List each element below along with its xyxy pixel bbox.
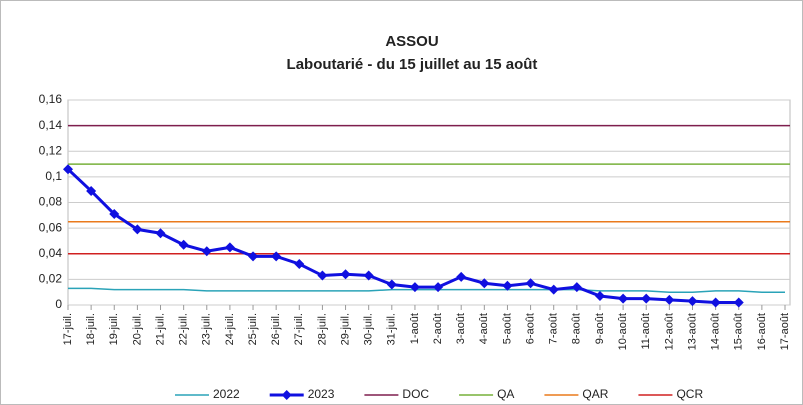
- legend-marker: [281, 390, 292, 400]
- x-tick-label: 9-août: [594, 313, 606, 344]
- point-marker: [525, 278, 536, 289]
- y-tick-label: 0,02: [39, 272, 63, 286]
- x-tick-label: 3-août: [455, 313, 467, 344]
- point-marker: [86, 185, 97, 196]
- x-tick-label: 29-juil.: [339, 313, 351, 345]
- chart-title: ASSOU: [385, 33, 438, 50]
- x-tick-label: 30-juil.: [363, 313, 375, 345]
- x-tick-label: 22-juil.: [178, 313, 190, 345]
- x-tick-label: 21-juil.: [154, 313, 166, 345]
- x-tick-label: 18-juil.: [85, 313, 97, 345]
- x-tick-label: 5-août: [501, 313, 513, 344]
- series-line: [68, 287, 785, 293]
- legend-label: DOC: [402, 387, 429, 401]
- y-tick-label: 0,04: [39, 246, 63, 260]
- x-tick-label: 11-août: [640, 313, 652, 350]
- point-marker: [224, 242, 235, 253]
- x-tick-label: 1-août: [409, 313, 421, 344]
- x-tick-label: 13-août: [686, 313, 698, 350]
- legend-label: 2023: [308, 387, 335, 401]
- point-marker: [132, 224, 143, 235]
- y-tick-label: 0,14: [39, 118, 63, 132]
- y-tick-label: 0,06: [39, 220, 63, 234]
- point-marker: [641, 293, 652, 304]
- y-tick-label: 0,16: [39, 92, 63, 106]
- x-tick-label: 6-août: [524, 313, 536, 344]
- x-tick-label: 16-août: [756, 313, 768, 350]
- point-marker: [733, 297, 744, 308]
- x-tick-label: 17-août: [779, 313, 791, 350]
- x-tick-label: 23-juil.: [201, 313, 213, 345]
- x-tick-label: 14-août: [710, 313, 722, 350]
- point-marker: [248, 251, 259, 262]
- x-tick-label: 10-août: [617, 313, 629, 350]
- y-tick-label: 0,12: [39, 143, 63, 157]
- point-marker: [433, 282, 444, 293]
- x-tick-label: 12-août: [663, 313, 675, 350]
- x-tick-label: 8-août: [571, 313, 583, 344]
- x-tick-label: 17-juil.: [62, 313, 74, 345]
- point-marker: [386, 279, 397, 290]
- x-tick-label: 25-juil.: [247, 313, 259, 345]
- point-marker: [571, 282, 582, 293]
- chart-subtitle: Laboutarié - du 15 juillet au 15 août: [287, 56, 538, 73]
- point-marker: [178, 239, 189, 250]
- point-marker: [456, 271, 467, 282]
- x-tick-label: 19-juil.: [108, 313, 120, 345]
- x-tick-label: 2-août: [432, 313, 444, 344]
- point-marker: [63, 164, 73, 175]
- point-marker: [363, 270, 374, 281]
- legend-label: QA: [497, 387, 514, 401]
- point-marker: [317, 270, 328, 281]
- x-tick-label: 31-juil.: [386, 313, 398, 345]
- point-marker: [548, 284, 559, 295]
- x-tick-label: 15-août: [733, 313, 745, 350]
- point-marker: [109, 209, 120, 220]
- point-marker: [594, 291, 605, 302]
- legend-label: 2022: [213, 387, 240, 401]
- x-tick-label: 24-juil.: [224, 313, 236, 345]
- x-tick-label: 4-août: [478, 313, 490, 344]
- point-marker: [710, 297, 721, 308]
- x-tick-label: 26-juil.: [270, 313, 282, 345]
- point-marker: [409, 282, 420, 293]
- legend-label: QCR: [676, 387, 703, 401]
- point-marker: [687, 296, 698, 307]
- point-marker: [294, 259, 305, 269]
- x-tick-label: 28-juil.: [316, 313, 328, 345]
- point-marker: [479, 278, 490, 289]
- y-tick-label: 0,1: [45, 169, 62, 183]
- x-tick-label: 27-juil.: [293, 313, 305, 345]
- x-tick-label: 20-juil.: [131, 313, 143, 345]
- point-marker: [664, 294, 675, 305]
- y-tick-label: 0: [55, 297, 62, 311]
- x-tick-label: 7-août: [548, 313, 560, 344]
- point-marker: [340, 269, 351, 280]
- y-tick-label: 0,08: [39, 195, 63, 209]
- point-marker: [155, 228, 166, 239]
- point-marker: [502, 280, 513, 291]
- legend-label: QAR: [582, 387, 608, 401]
- point-marker: [271, 251, 282, 262]
- point-marker: [618, 293, 629, 304]
- point-marker: [201, 246, 212, 257]
